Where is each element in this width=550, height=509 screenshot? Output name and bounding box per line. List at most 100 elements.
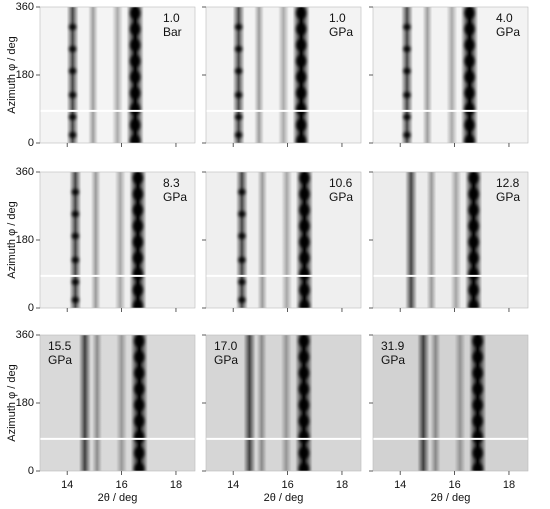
spot xyxy=(468,172,479,184)
spot xyxy=(134,431,145,443)
spot xyxy=(472,463,483,471)
spot xyxy=(235,46,243,52)
ring-band xyxy=(446,7,458,143)
diffraction-image xyxy=(373,335,528,471)
spot xyxy=(238,189,246,195)
ring-band xyxy=(92,335,102,471)
spot xyxy=(69,46,77,52)
spot xyxy=(298,399,309,411)
ring-band xyxy=(254,7,264,143)
ring-band xyxy=(256,335,267,471)
spot xyxy=(132,188,143,200)
diffraction-image xyxy=(206,172,361,308)
spot xyxy=(134,447,145,459)
spot xyxy=(472,335,483,347)
ring-band xyxy=(235,172,248,308)
pressure-label: 17.0 xyxy=(214,339,238,353)
spot xyxy=(403,114,411,120)
spot xyxy=(296,103,307,115)
spot xyxy=(71,279,79,285)
spot xyxy=(134,367,145,379)
spot xyxy=(298,367,309,379)
spot xyxy=(132,172,143,184)
ring-band xyxy=(417,335,430,471)
spot xyxy=(472,367,483,379)
spot xyxy=(130,71,141,83)
spot xyxy=(71,297,79,303)
spot xyxy=(132,252,143,264)
spot xyxy=(296,71,307,83)
y-tick-label: 0 xyxy=(28,302,34,314)
pressure-label: 15.5 xyxy=(48,339,72,353)
image-bg xyxy=(373,335,528,471)
spot xyxy=(71,233,79,239)
pressure-label: GPa xyxy=(329,25,353,39)
diffraction-image xyxy=(40,7,195,143)
spot xyxy=(464,135,475,143)
spot xyxy=(468,284,479,296)
y-tick-label: 180 xyxy=(16,234,34,246)
pressure-label: GPa xyxy=(214,353,238,367)
ring-band xyxy=(243,335,256,471)
spot xyxy=(130,7,141,19)
spot xyxy=(296,7,307,19)
spot xyxy=(69,132,77,138)
spot xyxy=(238,279,246,285)
spot xyxy=(296,39,307,51)
ring-band xyxy=(88,7,98,143)
spot xyxy=(71,257,79,263)
spot xyxy=(134,399,145,411)
pressure-label: GPa xyxy=(381,353,405,367)
diffraction-image xyxy=(40,335,195,471)
diffraction-image xyxy=(373,172,528,308)
spot xyxy=(299,268,310,280)
pressure-label: 31.9 xyxy=(381,339,405,353)
ring-band xyxy=(78,335,91,471)
pressure-label: GPa xyxy=(48,353,72,367)
spot xyxy=(69,92,77,98)
x-tick-label: 16 xyxy=(115,479,127,491)
ring-band xyxy=(116,335,128,471)
y-tick-label: 180 xyxy=(16,69,34,81)
spot xyxy=(130,87,141,99)
spot xyxy=(130,39,141,51)
spot xyxy=(299,252,310,264)
spot xyxy=(464,7,475,19)
spot xyxy=(468,236,479,248)
x-tick-label: 14 xyxy=(61,479,73,491)
spot xyxy=(132,284,143,296)
spot xyxy=(238,297,246,303)
spot xyxy=(132,204,143,216)
y-tick-label: 360 xyxy=(16,166,34,178)
y-axis-label: Azimuth φ / deg xyxy=(6,364,18,441)
spot xyxy=(464,23,475,35)
diffraction-image xyxy=(206,7,361,143)
x-tick-label: 18 xyxy=(170,479,182,491)
spot xyxy=(130,55,141,67)
y-tick-label: 0 xyxy=(28,465,34,477)
y-axis-label: Azimuth φ / deg xyxy=(6,201,18,278)
spot xyxy=(296,23,307,35)
spot xyxy=(134,415,145,427)
spot xyxy=(238,211,246,217)
spot xyxy=(132,300,143,308)
spot xyxy=(235,92,243,98)
pressure-label: GPa xyxy=(496,190,520,204)
y-axis-label: Azimuth φ / deg xyxy=(6,36,18,113)
x-tick-label: 14 xyxy=(394,479,406,491)
spot xyxy=(69,114,77,120)
ring-band xyxy=(454,335,466,471)
x-axis-label: 2θ / deg xyxy=(98,492,138,504)
spot xyxy=(71,189,79,195)
spot xyxy=(472,447,483,459)
spot xyxy=(299,236,310,248)
ring-band xyxy=(257,172,268,308)
diffraction-image xyxy=(373,7,528,143)
spot xyxy=(235,68,243,74)
